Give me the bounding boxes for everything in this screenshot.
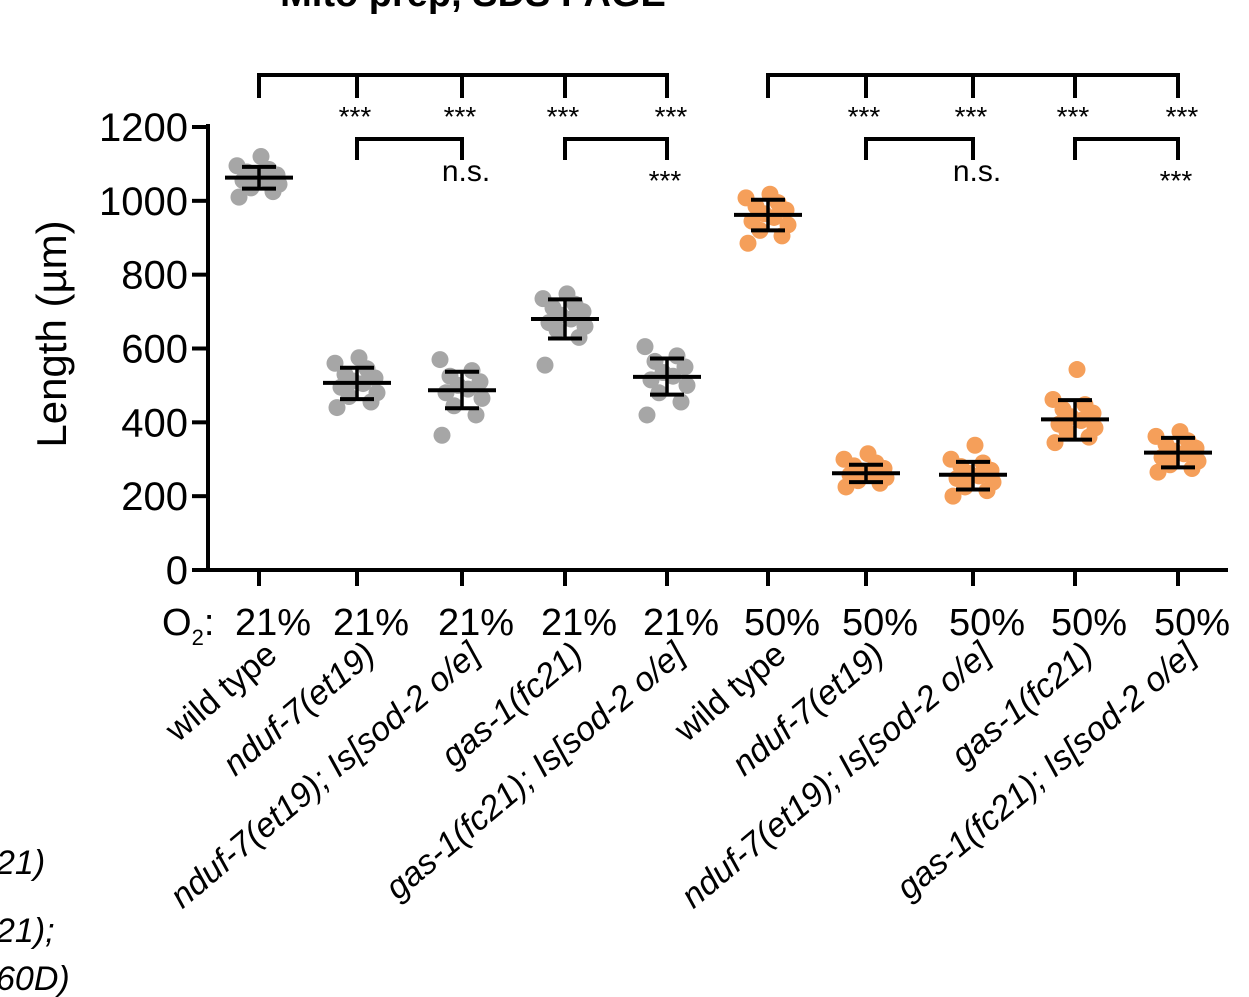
data-point: [350, 349, 368, 367]
significance-mark: ***: [1160, 165, 1193, 196]
data-point: [536, 356, 554, 374]
o2-value-label: 50%: [744, 602, 820, 644]
data-point: [737, 189, 755, 207]
side-label: 60D): [0, 960, 70, 997]
data-point: [336, 365, 354, 383]
significance-mark: ***: [655, 101, 688, 132]
significance-mark: ***: [547, 101, 580, 132]
o2-value-label: 50%: [949, 602, 1025, 644]
o2-value-label: 50%: [1051, 602, 1127, 644]
y-tick-label: 400: [121, 401, 188, 445]
o2-value-label: 21%: [643, 602, 719, 644]
data-point: [473, 389, 491, 407]
significance-mark: ***: [848, 101, 881, 132]
data-point: [1086, 419, 1104, 437]
significance-mark: n.s.: [442, 155, 490, 188]
y-tick-label: 800: [121, 254, 188, 298]
data-point: [230, 188, 248, 206]
data-point: [433, 426, 451, 444]
y-tick-label: 1000: [99, 180, 188, 224]
y-tick-label: 600: [121, 328, 188, 372]
data-point: [668, 347, 686, 365]
y-axis-label: Length (µm): [28, 220, 75, 447]
data-point: [1044, 390, 1062, 408]
side-labels: 21) 21); 60D): [0, 844, 70, 997]
side-label: 21): [0, 844, 45, 882]
data-point: [942, 450, 960, 468]
significance-mark: ***: [444, 101, 477, 132]
data-point: [835, 450, 853, 468]
data-point: [739, 234, 757, 252]
significance-mark: ***: [1057, 101, 1090, 132]
significance-mark: ***: [339, 101, 372, 132]
y-tick-label: 0: [166, 549, 188, 593]
o2-label: O2:: [162, 602, 214, 650]
data-point: [326, 354, 344, 372]
data-point: [252, 148, 270, 166]
data-point: [638, 406, 656, 424]
data-point: [859, 445, 877, 463]
data-point: [1189, 452, 1207, 470]
data-point: [636, 338, 654, 356]
o2-value-label: 21%: [541, 602, 617, 644]
data-point: [534, 290, 552, 308]
data-point: [368, 384, 386, 402]
o2-value-label: 21%: [438, 602, 514, 644]
data-point: [944, 487, 962, 505]
data-point: [646, 352, 664, 370]
data-point: [1068, 361, 1086, 379]
y-tick-label: 1200: [99, 106, 188, 150]
o2-value-label: 50%: [1154, 602, 1230, 644]
data-point: [678, 376, 696, 394]
data-point: [467, 406, 485, 424]
o2-value-label: 50%: [842, 602, 918, 644]
side-label: 21);: [0, 912, 55, 950]
significance-mark: ***: [1166, 101, 1199, 132]
data-point: [431, 351, 449, 369]
data-point: [966, 436, 984, 454]
significance-mark: n.s.: [953, 155, 1001, 188]
data-point: [576, 317, 594, 335]
significance-mark: ***: [649, 165, 682, 196]
data-point: [228, 157, 246, 175]
data-point: [328, 399, 346, 417]
o2-value-label: 21%: [333, 602, 409, 644]
data-point: [1147, 427, 1165, 445]
significance-mark: ***: [955, 101, 988, 132]
data-point: [672, 393, 690, 411]
o2-value-label: 21%: [235, 602, 311, 644]
figure-title: Mito prep, SDS PAGE: [280, 0, 666, 15]
data-point: [1171, 423, 1189, 441]
y-tick-label: 200: [121, 475, 188, 519]
